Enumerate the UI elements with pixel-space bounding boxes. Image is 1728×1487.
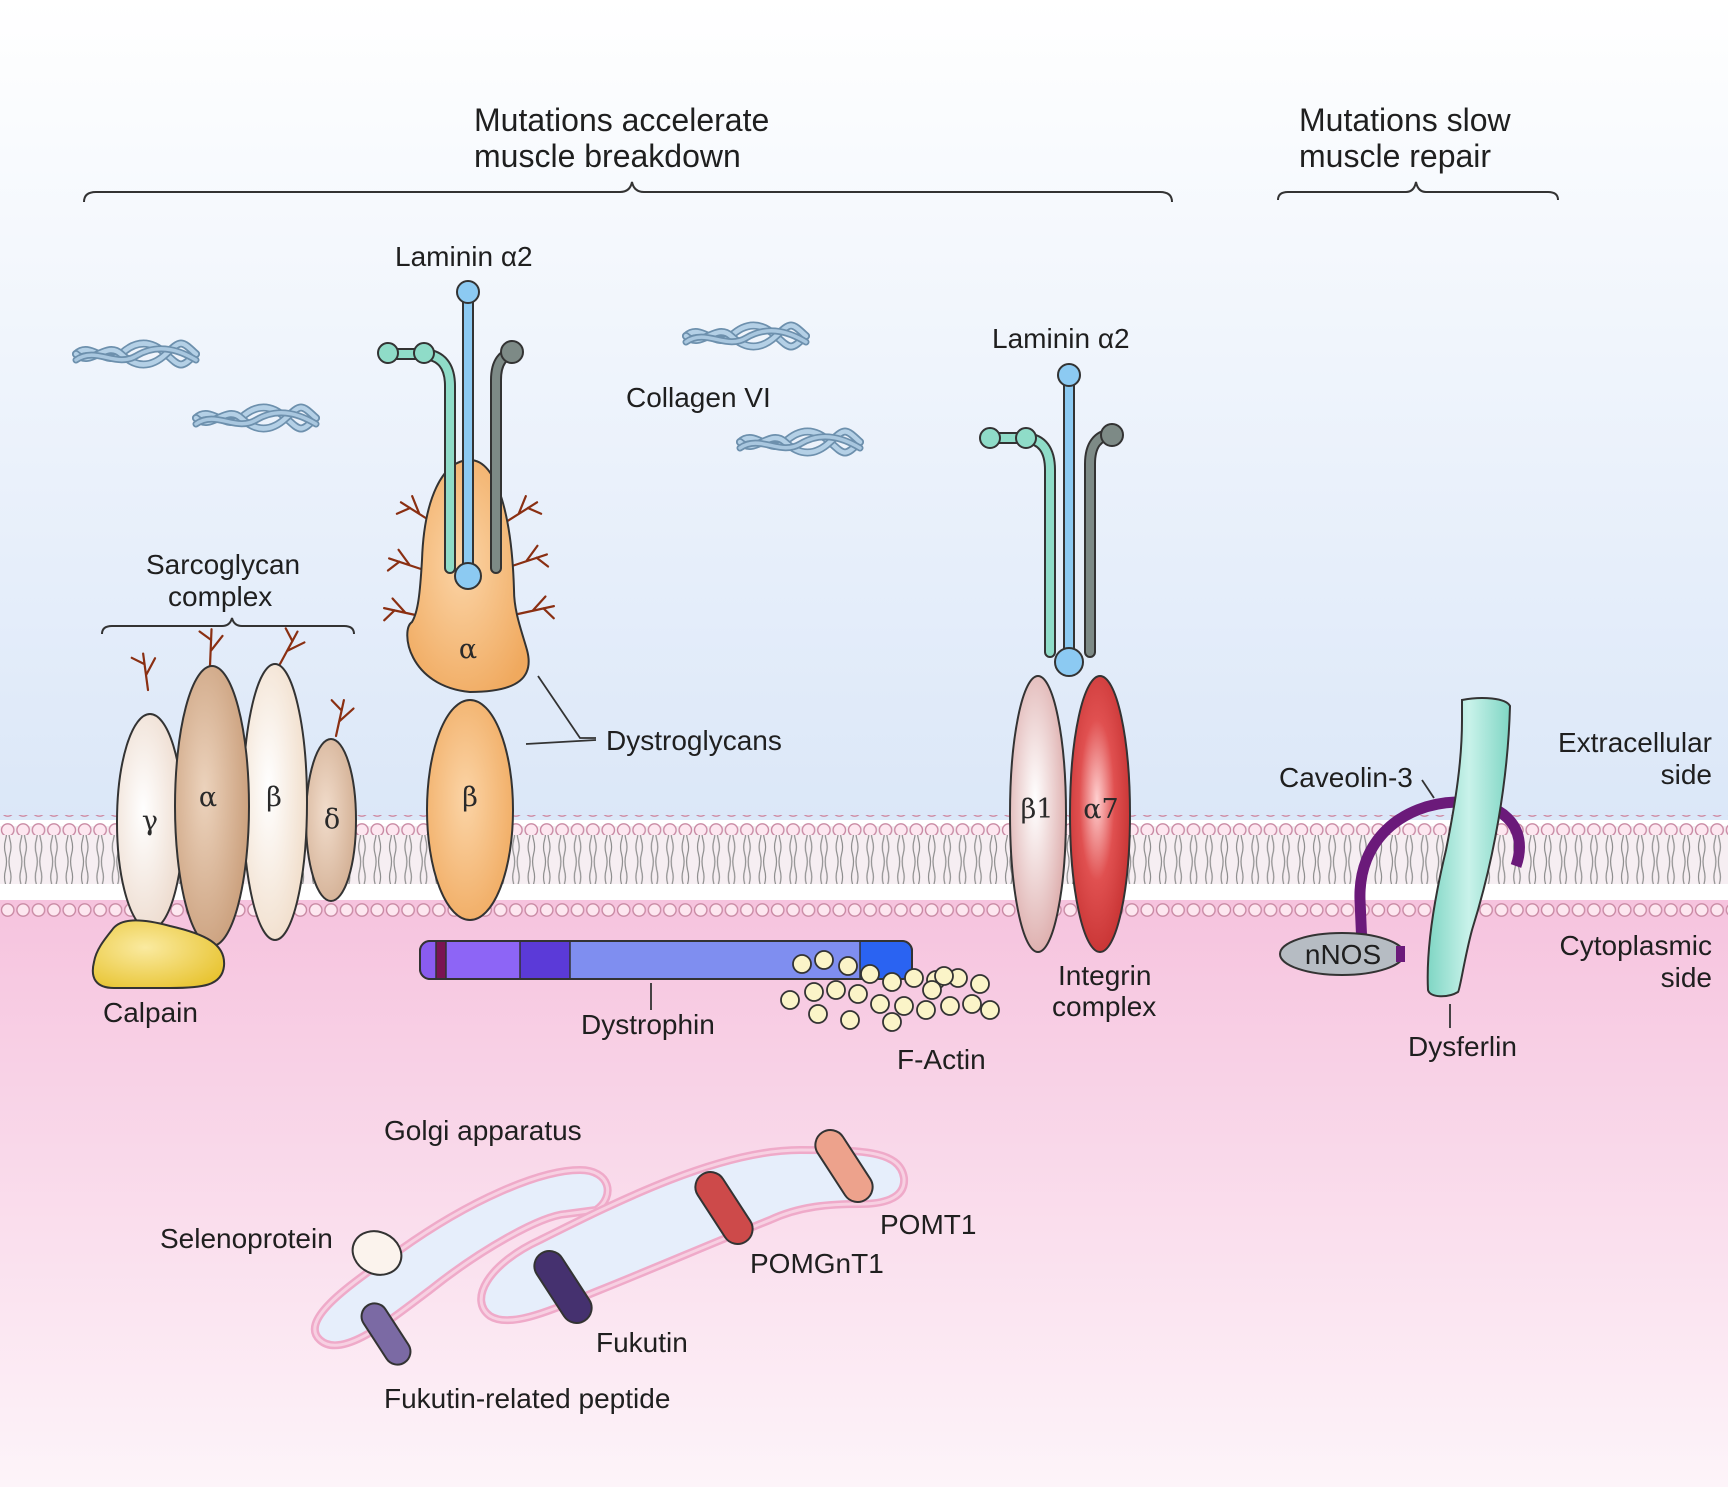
cytoplasmic-label-line1: Cytoplasmic (1560, 930, 1712, 961)
dystroglycans-label: Dystroglycans (606, 725, 782, 756)
breakdown-brace (83, 181, 1173, 203)
sarcoglycan-label-line1: Sarcoglycan (146, 549, 300, 580)
sg-alpha-symbol: α (199, 782, 217, 813)
selenoprotein (351, 1230, 403, 1276)
dystrophin-label: Dystrophin (581, 1009, 715, 1040)
laminin-left-label: Laminin α2 (395, 241, 533, 272)
pomt1 (814, 1129, 874, 1203)
sarcoglycan-complex: γ α β δ (116, 623, 359, 947)
extracellular-label-line1: Extracellular (1558, 727, 1712, 758)
pomgnt1 (694, 1171, 754, 1245)
dysferlin-label: Dysferlin (1408, 1031, 1517, 1062)
cytoplasmic-label-line2: side (1661, 962, 1712, 993)
caveolin-3 (1354, 796, 1525, 947)
nnos-label: nNOS (1305, 939, 1381, 970)
dysferlin (1426, 697, 1512, 998)
golgi-apparatus (310, 1146, 909, 1350)
repair-header-line2: muscle repair (1299, 138, 1491, 174)
integrin-complex: β1 α7 (979, 363, 1131, 953)
int-beta1-symbol: β1 (1021, 794, 1054, 825)
fukutin-related-label: Fukutin-related peptide (384, 1383, 670, 1414)
pomgnt1-label: POMGnT1 (750, 1248, 884, 1279)
breakdown-header-line2: muscle breakdown (474, 138, 741, 174)
dg-beta-symbol: β (462, 782, 478, 813)
laminin-right (979, 363, 1124, 666)
integrin-beta1 (1009, 675, 1067, 953)
sarcoglycan-brace (101, 617, 355, 635)
laminin-left (377, 280, 524, 590)
extracellular-label-line2: side (1661, 759, 1712, 790)
caveolin-label: Caveolin-3 (1279, 762, 1413, 793)
calpain-label: Calpain (103, 997, 198, 1028)
golgi-label: Golgi apparatus (384, 1115, 582, 1146)
nnos-link (1396, 946, 1405, 962)
pomt1-label: POMT1 (880, 1209, 976, 1240)
int-alpha7-symbol: α7 (1083, 794, 1118, 825)
collagen-vi-label: Collagen VI (626, 382, 771, 413)
selenoprotein-label: Selenoprotein (160, 1223, 333, 1254)
dystroglycans-pointer (525, 675, 597, 745)
beta-dystroglycan (426, 699, 514, 921)
dystrophin (419, 940, 913, 980)
integrin-label-line2: complex (1052, 991, 1156, 1022)
f-actin-label: F-Actin (897, 1044, 986, 1075)
sg-gamma-symbol: γ (142, 806, 158, 837)
f-actin (780, 950, 1000, 1032)
fukutin-label: Fukutin (596, 1327, 688, 1358)
fukutin-related-peptide (360, 1302, 412, 1366)
calpain (91, 919, 226, 989)
dg-alpha-symbol: α (459, 634, 477, 665)
integrin-label-line1: Integrin (1058, 960, 1151, 991)
caveolin-pointer (1421, 779, 1435, 799)
integrin-alpha7 (1069, 675, 1131, 953)
sg-beta-symbol: β (266, 782, 282, 813)
fukutin (533, 1250, 593, 1324)
sarcoglycan-label-line2: complex (168, 581, 272, 612)
laminin-right-label: Laminin α2 (992, 323, 1130, 354)
repair-header-line1: Mutations slow (1299, 102, 1512, 138)
dystroglycan-complex: α β (377, 280, 559, 921)
sg-delta-symbol: δ (324, 804, 340, 835)
breakdown-header-line1: Mutations accelerate (474, 102, 769, 138)
repair-brace (1277, 181, 1559, 201)
